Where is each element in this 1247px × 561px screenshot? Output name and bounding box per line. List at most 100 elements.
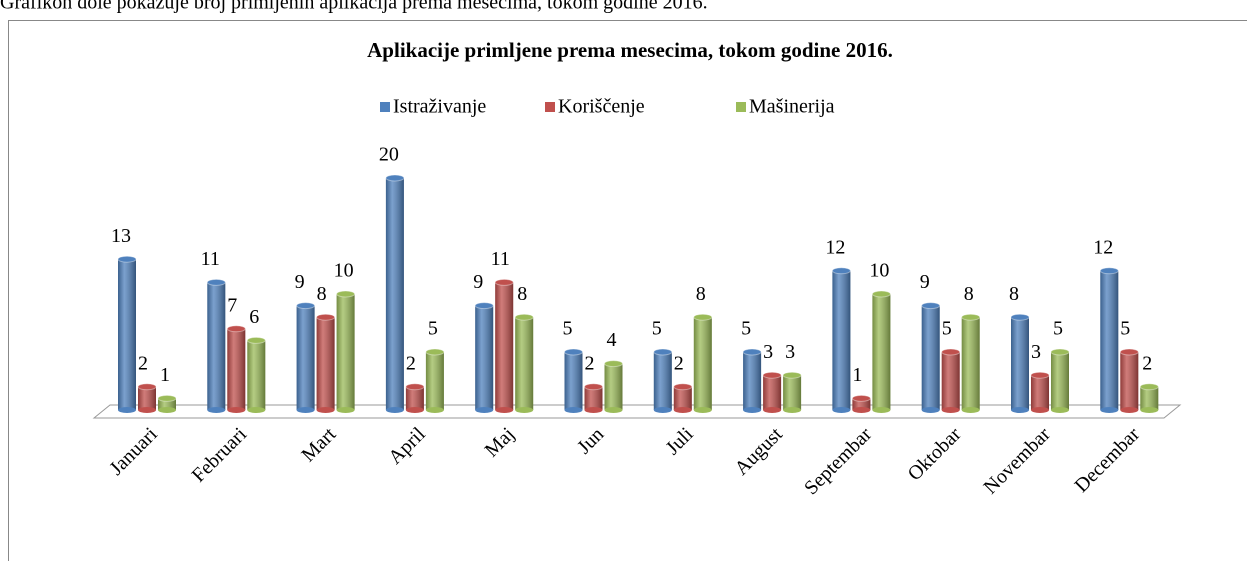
bar-cap bbox=[157, 394, 177, 402]
bar-cap bbox=[743, 407, 762, 413]
bar-cap bbox=[673, 383, 693, 391]
bar-cap bbox=[514, 313, 534, 321]
x-tick-label: Septembar bbox=[800, 423, 876, 499]
bar-cap bbox=[1120, 407, 1139, 413]
bar-cap bbox=[604, 360, 623, 368]
data-label: 8 bbox=[696, 283, 706, 305]
bar-cap bbox=[1140, 407, 1159, 413]
bar-cap bbox=[1119, 348, 1139, 356]
bar-cap bbox=[742, 348, 762, 356]
data-label: 2 bbox=[406, 352, 416, 374]
bar-cap bbox=[207, 407, 226, 413]
bar-shade bbox=[604, 363, 623, 410]
bar-cap bbox=[495, 407, 514, 413]
data-label: 9 bbox=[295, 271, 305, 293]
bar-shade bbox=[495, 282, 514, 410]
legend: Istraživanje Koriščenje Mašinerija bbox=[380, 96, 835, 118]
bar-cap bbox=[296, 407, 315, 413]
bar-shade bbox=[564, 352, 583, 410]
data-label: 10 bbox=[334, 260, 354, 282]
bar-cap bbox=[336, 407, 355, 413]
bar-cap bbox=[832, 407, 851, 413]
bar-cap bbox=[762, 371, 782, 379]
bar-cap bbox=[1030, 371, 1050, 379]
data-label: 6 bbox=[249, 306, 259, 328]
x-tick-label: Februari bbox=[188, 423, 252, 487]
bar-shade bbox=[1140, 386, 1159, 410]
x-tick-label: Oktobar bbox=[904, 423, 966, 485]
bar-shade bbox=[763, 375, 782, 410]
data-label: 12 bbox=[1093, 236, 1113, 258]
bar-cap bbox=[227, 407, 246, 413]
bar-shade bbox=[316, 317, 335, 410]
bar-cap bbox=[336, 290, 356, 298]
bar-shade bbox=[1100, 270, 1119, 410]
bar-cap bbox=[474, 302, 494, 310]
chart-title: Aplikacije primljene prema mesecima, tok… bbox=[367, 38, 893, 62]
chart-frame bbox=[8, 20, 1247, 561]
data-label: 5 bbox=[563, 318, 573, 340]
data-label: 8 bbox=[517, 283, 527, 305]
bar-cap bbox=[851, 394, 871, 402]
data-label: 1 bbox=[160, 364, 170, 386]
bar-cap bbox=[653, 407, 672, 413]
bar-cap bbox=[1050, 348, 1070, 356]
bar-shade bbox=[1051, 352, 1069, 410]
data-label: 8 bbox=[964, 283, 974, 305]
x-tick-label: Decembar bbox=[1070, 423, 1144, 497]
bar-cap bbox=[604, 407, 623, 413]
bar-cap bbox=[1139, 383, 1159, 391]
data-label: 8 bbox=[1009, 283, 1019, 305]
bar-cap bbox=[138, 407, 156, 413]
data-label: 2 bbox=[1142, 352, 1152, 374]
bar-cap bbox=[1011, 407, 1029, 413]
bar-shade bbox=[921, 305, 940, 410]
bar-shade bbox=[1031, 375, 1049, 410]
data-label: 1 bbox=[852, 364, 862, 386]
x-tick-label: April bbox=[384, 423, 430, 469]
x-tick-label: Juli bbox=[662, 423, 698, 459]
bar-cap bbox=[405, 383, 425, 391]
bar-cap bbox=[158, 407, 176, 413]
bar-shade bbox=[783, 375, 802, 410]
bar-cap bbox=[871, 290, 891, 298]
bar-shade bbox=[1120, 352, 1139, 410]
legend-swatch bbox=[545, 102, 555, 112]
legend-swatch bbox=[736, 102, 746, 112]
bar-shade bbox=[673, 386, 692, 410]
legend-label: Mašinerija bbox=[749, 96, 835, 118]
bar-cap bbox=[117, 255, 137, 263]
x-tick-label: Jun bbox=[573, 423, 608, 458]
data-label: 2 bbox=[138, 352, 148, 374]
bar-cap bbox=[1099, 267, 1119, 275]
data-label: 3 bbox=[785, 341, 795, 363]
bar-cap bbox=[693, 407, 712, 413]
data-label: 2 bbox=[585, 352, 595, 374]
bar-cap bbox=[584, 407, 603, 413]
bar-cap bbox=[852, 407, 871, 413]
bar-cap bbox=[961, 313, 981, 321]
data-label: 5 bbox=[741, 318, 751, 340]
bar-cap bbox=[1100, 407, 1119, 413]
bar-cap bbox=[941, 348, 961, 356]
caption: Grafikon dole pokazuje broj primljenih a… bbox=[0, 0, 708, 14]
bar-cap bbox=[1051, 407, 1069, 413]
bar-cap bbox=[316, 407, 335, 413]
bar-cap bbox=[921, 407, 940, 413]
legend-label: Koriščenje bbox=[558, 96, 645, 118]
data-label: 20 bbox=[379, 144, 399, 166]
x-tick-label: Mart bbox=[297, 423, 340, 466]
bar-shade bbox=[158, 398, 176, 410]
bar-shade bbox=[247, 340, 266, 410]
data-label: 9 bbox=[920, 271, 930, 293]
bar-cap bbox=[118, 407, 136, 413]
bar-shade bbox=[118, 259, 136, 410]
bar-cap bbox=[872, 407, 891, 413]
bar-cap bbox=[831, 267, 851, 275]
bar-cap bbox=[763, 407, 782, 413]
legend-swatch bbox=[380, 102, 390, 112]
bar-shade bbox=[1011, 317, 1029, 410]
legend-label: Istraživanje bbox=[393, 96, 486, 118]
bar-cap bbox=[961, 407, 980, 413]
bar-shade bbox=[475, 305, 494, 410]
